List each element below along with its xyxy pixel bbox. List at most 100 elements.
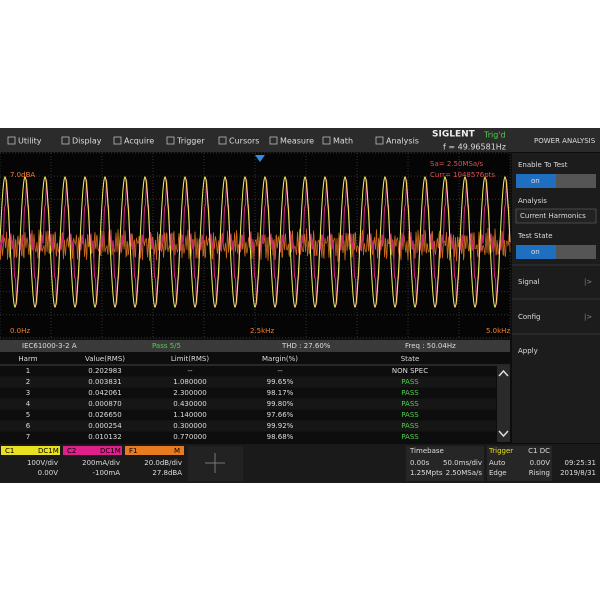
trigger-marker — [255, 155, 265, 162]
column-header: Margin(%) — [262, 355, 298, 363]
analysis-select[interactable] — [515, 208, 597, 224]
waveform-c2 — [0, 179, 511, 305]
cell: 3 — [26, 389, 30, 397]
menu-icon — [7, 136, 16, 145]
cell: 5 — [26, 411, 30, 419]
menu-icon — [113, 136, 122, 145]
cell: 99.80% — [267, 400, 294, 408]
cell: 0.770000 — [173, 433, 206, 441]
cell: 0.000870 — [88, 400, 121, 408]
table-header-bar — [0, 340, 510, 352]
cell: 1 — [26, 367, 30, 375]
menu-item[interactable]: Acquire — [124, 137, 154, 146]
apply-button[interactable]: Apply — [518, 347, 538, 355]
c1-tab[interactable] — [1, 446, 60, 455]
cell: 99.92% — [267, 422, 294, 430]
side-title[interactable]: POWER ANALYSIS — [534, 137, 596, 145]
trig-freq: f = 49.96581Hz — [443, 143, 506, 152]
cell: 0.003831 — [88, 378, 121, 386]
trig-slope: Rising — [529, 469, 550, 477]
menu-bar — [0, 128, 600, 152]
tb-rate: 2.50MSa/s — [446, 469, 483, 477]
config-button[interactable]: Config — [518, 313, 540, 321]
arrow: |> — [584, 313, 592, 321]
f-start: 0.0Hz — [10, 327, 30, 335]
cell: 1.140000 — [173, 411, 206, 419]
timebase-title: Timebase — [409, 447, 444, 455]
trigger-box[interactable] — [487, 446, 552, 481]
brand: SIGLENT — [432, 130, 476, 140]
scroll-down[interactable] — [498, 430, 509, 438]
cell: 4 — [26, 400, 31, 408]
c2-name: C2 — [67, 447, 76, 455]
menu-item[interactable]: Utility — [18, 137, 42, 146]
tb-points: 1.25Mpts — [410, 469, 443, 477]
enable-on — [516, 174, 556, 188]
standard: IEC61000-3-2 A — [22, 342, 77, 350]
trig-status: Trig'd — [483, 131, 506, 140]
c2-offset: -100mA — [93, 469, 121, 477]
row-bg — [0, 431, 496, 443]
f-end: 5.0kHz — [486, 327, 510, 335]
f1-scale: 20.0dB/div — [144, 459, 182, 467]
menu-icon — [166, 136, 175, 145]
cell: -- — [277, 367, 283, 375]
cell: PASS — [401, 378, 419, 386]
cell: 7 — [26, 433, 30, 441]
cell: PASS — [401, 411, 419, 419]
menu-icon — [375, 136, 384, 145]
timebase-box[interactable] — [406, 446, 484, 481]
trig-type: Edge — [489, 469, 507, 477]
sample-rate: Sa= 2.50MSa/s — [430, 160, 484, 168]
clock-time: 09:25:31 — [565, 459, 596, 467]
cell: 0.010132 — [88, 433, 121, 441]
menu-item[interactable]: Cursors — [229, 137, 259, 146]
menu-item[interactable]: Math — [333, 137, 353, 146]
scroll-up[interactable] — [498, 369, 509, 377]
state-on — [516, 245, 556, 259]
clock-date: 2019/8/31 — [560, 469, 596, 477]
trig-source: C1 DC — [528, 447, 550, 455]
cell: -- — [187, 367, 193, 375]
cell: 0.042061 — [88, 389, 121, 397]
c1-name: C1 — [5, 447, 14, 455]
column-header: Limit(RMS) — [171, 355, 209, 363]
f-mid: 2.5kHz — [250, 327, 274, 335]
trig-level: 0.00V — [530, 459, 551, 467]
harmonics-table: Harm Value(RMS) Limit(RMS) Margin(%) State 1 0… — [0, 355, 510, 443]
menu-icon — [322, 136, 331, 145]
row-bg — [0, 420, 496, 432]
menu-icon — [218, 136, 227, 145]
f1-tab[interactable] — [125, 446, 184, 455]
menu-icon — [61, 136, 70, 145]
cell: 0.300000 — [173, 422, 206, 430]
waveform-c1 — [0, 176, 511, 308]
state-value: on — [531, 248, 540, 256]
c2-tab[interactable] — [63, 446, 122, 455]
signal-button[interactable]: Signal — [518, 278, 540, 286]
top-level: 7.0dBA — [10, 171, 35, 179]
menu-item[interactable]: Display — [72, 137, 102, 146]
c1-scale: 100V/div — [27, 459, 58, 467]
cell: 1.080000 — [173, 378, 206, 386]
c2-coupling: DC1M — [100, 447, 121, 455]
analysis-value: Current Harmonics — [520, 212, 586, 220]
cell: PASS — [401, 389, 419, 397]
menu-icon — [269, 136, 278, 145]
scrollbar[interactable] — [497, 366, 510, 442]
cell: 6 — [26, 422, 31, 430]
menu-item[interactable]: Analysis — [386, 137, 419, 146]
thd: THD : 27.60% — [281, 342, 331, 350]
curr-points: Curr= 1048576pts — [430, 171, 495, 179]
row-bg — [0, 409, 496, 421]
row-bg — [0, 398, 496, 410]
cell: 2.300000 — [173, 389, 206, 397]
cell: 99.65% — [267, 378, 294, 386]
waveforms — [0, 176, 511, 308]
menu-item[interactable]: Measure — [280, 137, 314, 146]
column-header: State — [401, 355, 420, 363]
menu-item[interactable]: Trigger — [176, 137, 205, 146]
cell: 0.430000 — [173, 400, 206, 408]
row-bg — [0, 387, 496, 399]
